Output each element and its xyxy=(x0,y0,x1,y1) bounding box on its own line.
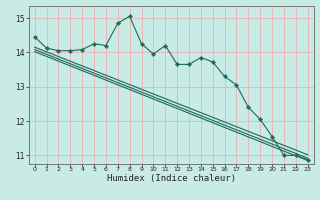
X-axis label: Humidex (Indice chaleur): Humidex (Indice chaleur) xyxy=(107,174,236,183)
